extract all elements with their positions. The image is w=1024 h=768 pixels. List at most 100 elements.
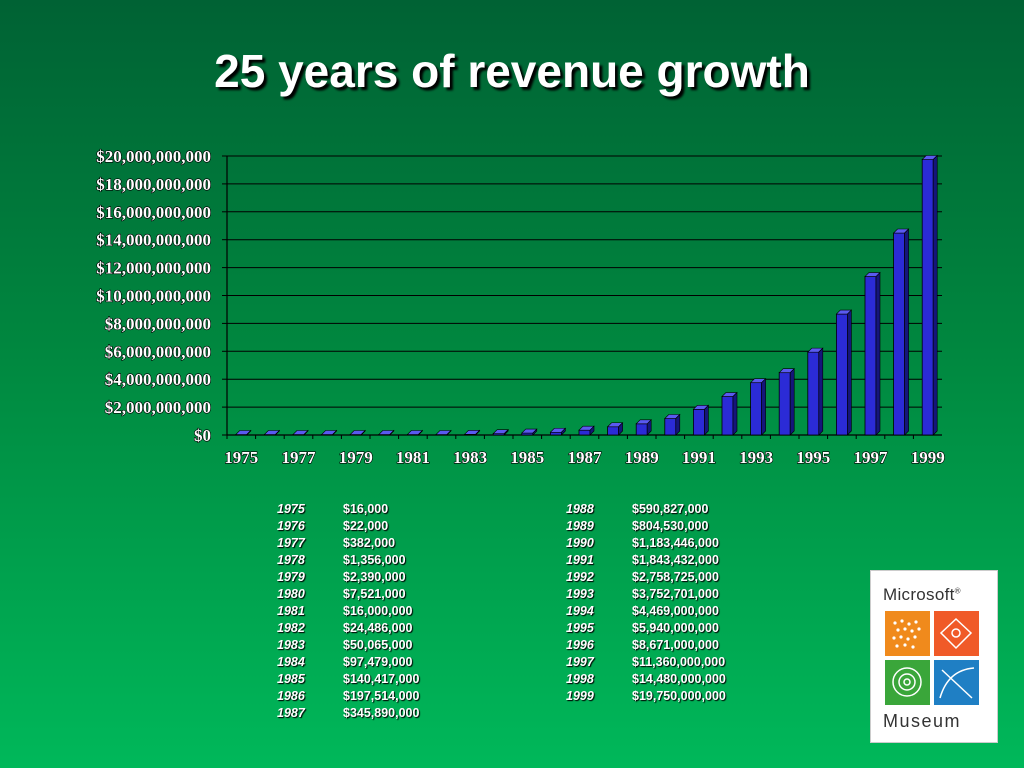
bar <box>263 429 281 436</box>
bar <box>521 428 538 436</box>
year-cell: 1979 <box>277 570 305 584</box>
logo-green-square <box>885 660 930 705</box>
bar <box>835 309 853 436</box>
x-tick-label: 1991 <box>682 448 716 467</box>
bar <box>807 347 824 436</box>
y-tick-label: $10,000,000,000 <box>96 287 211 306</box>
arc-icon <box>939 667 975 699</box>
revenue-cell: $2,758,725,000 <box>632 570 719 584</box>
y-tick-label: $20,000,000,000 <box>96 147 211 166</box>
x-tick-label: 1983 <box>453 448 487 467</box>
bar <box>463 429 481 436</box>
revenue-cell: $382,000 <box>343 536 396 550</box>
bar <box>492 428 509 436</box>
revenue-cell: $4,469,000,000 <box>632 604 719 618</box>
year-cell: 1989 <box>566 519 594 533</box>
y-tick-label: $14,000,000,000 <box>96 231 211 250</box>
revenue-cell: $8,671,000,000 <box>632 638 719 652</box>
year-cell: 1975 <box>277 502 305 516</box>
x-tick-label: 1993 <box>739 448 773 467</box>
revenue-cell: $1,843,432,000 <box>632 553 719 567</box>
bar <box>549 427 567 436</box>
bar <box>292 429 309 436</box>
year-cell: 1985 <box>277 672 305 686</box>
year-cell: 1998 <box>566 672 594 686</box>
revenue-cell: $5,940,000,000 <box>632 621 719 635</box>
revenue-cell: $1,356,000 <box>343 553 406 567</box>
dots-icon <box>892 619 921 649</box>
year-cell: 1996 <box>566 638 594 652</box>
bar <box>635 419 652 436</box>
revenue-cell: $7,521,000 <box>343 587 406 601</box>
bar <box>892 228 910 436</box>
year-cell: 1999 <box>566 689 594 703</box>
bar <box>235 429 252 436</box>
disc-icon <box>892 667 922 697</box>
bar <box>749 377 767 436</box>
revenue-cell: $197,514,000 <box>343 689 420 703</box>
revenue-cell: $140,417,000 <box>343 672 420 686</box>
y-tick-label: $16,000,000,000 <box>96 203 211 222</box>
revenue-cell: $11,360,000,000 <box>632 655 726 669</box>
bar <box>606 422 624 436</box>
page-title: 25 years of revenue growth <box>214 45 810 97</box>
year-cell: 1991 <box>566 553 594 567</box>
logo-orange-square <box>885 611 930 656</box>
logo-microsoft-text: Microsoft® <box>883 585 961 604</box>
x-tick-label: 1999 <box>911 448 945 467</box>
year-cell: 1993 <box>566 587 594 601</box>
revenue-cell: $22,000 <box>343 519 389 533</box>
revenue-cell: $3,752,701,000 <box>632 587 719 601</box>
y-tick-label: $0 <box>194 426 211 445</box>
revenue-cell: $16,000 <box>343 502 389 516</box>
revenue-cell: $50,065,000 <box>343 638 413 652</box>
revenue-cell: $19,750,000,000 <box>632 689 726 703</box>
year-cell: 1980 <box>277 587 305 601</box>
bar <box>692 404 710 436</box>
logo-red-square <box>934 611 979 656</box>
year-cell: 1990 <box>566 536 594 550</box>
revenue-cell: $345,890,000 <box>343 706 420 720</box>
year-cell: 1986 <box>277 689 305 703</box>
year-cell: 1976 <box>277 519 305 533</box>
x-tick-label: 1987 <box>568 448 603 467</box>
y-tick-label: $8,000,000,000 <box>105 314 211 333</box>
y-tick-label: $4,000,000,000 <box>105 370 211 389</box>
bar <box>578 425 595 436</box>
bar <box>778 367 795 436</box>
revenue-cell: $590,827,000 <box>632 502 709 516</box>
bar <box>664 413 681 436</box>
x-tick-label: 1979 <box>339 448 373 467</box>
bar <box>378 429 395 436</box>
year-cell: 1992 <box>566 570 594 584</box>
year-cell: 1978 <box>277 553 305 567</box>
y-tick-label: $12,000,000,000 <box>96 259 211 278</box>
logo-museum-text: Museum <box>883 711 962 731</box>
x-tick-label: 1989 <box>625 448 659 467</box>
year-cell: 1994 <box>566 604 594 618</box>
year-cell: 1983 <box>277 638 305 652</box>
y-tick-label: $2,000,000,000 <box>105 398 211 417</box>
year-cell: 1984 <box>277 655 305 669</box>
year-cell: 1997 <box>566 655 594 669</box>
bar <box>406 429 424 436</box>
revenue-bar-chart: $0 $2,000,000,000 $4,000,000,000 $6,000,000… <box>96 146 946 467</box>
revenue-cell: $804,530,000 <box>632 519 709 533</box>
year-cell: 1995 <box>566 621 594 635</box>
bar <box>349 429 366 436</box>
year-cell: 1988 <box>566 502 594 516</box>
bar <box>320 429 338 436</box>
revenue-cell: $2,390,000 <box>343 570 406 584</box>
year-cell: 1982 <box>277 621 305 635</box>
revenue-cell: $1,183,446,000 <box>632 536 719 550</box>
x-tick-label: 1985 <box>510 448 544 467</box>
bar <box>435 429 452 436</box>
logo-blue-square <box>934 660 979 705</box>
bar <box>721 391 738 436</box>
diamond-icon <box>939 617 973 650</box>
y-tick-label: $6,000,000,000 <box>105 342 211 361</box>
year-cell: 1977 <box>277 536 305 550</box>
revenue-cell: $97,479,000 <box>343 655 413 669</box>
x-tick-label: 1997 <box>854 448 889 467</box>
microsoft-museum-logo: Microsoft® <box>870 570 998 743</box>
